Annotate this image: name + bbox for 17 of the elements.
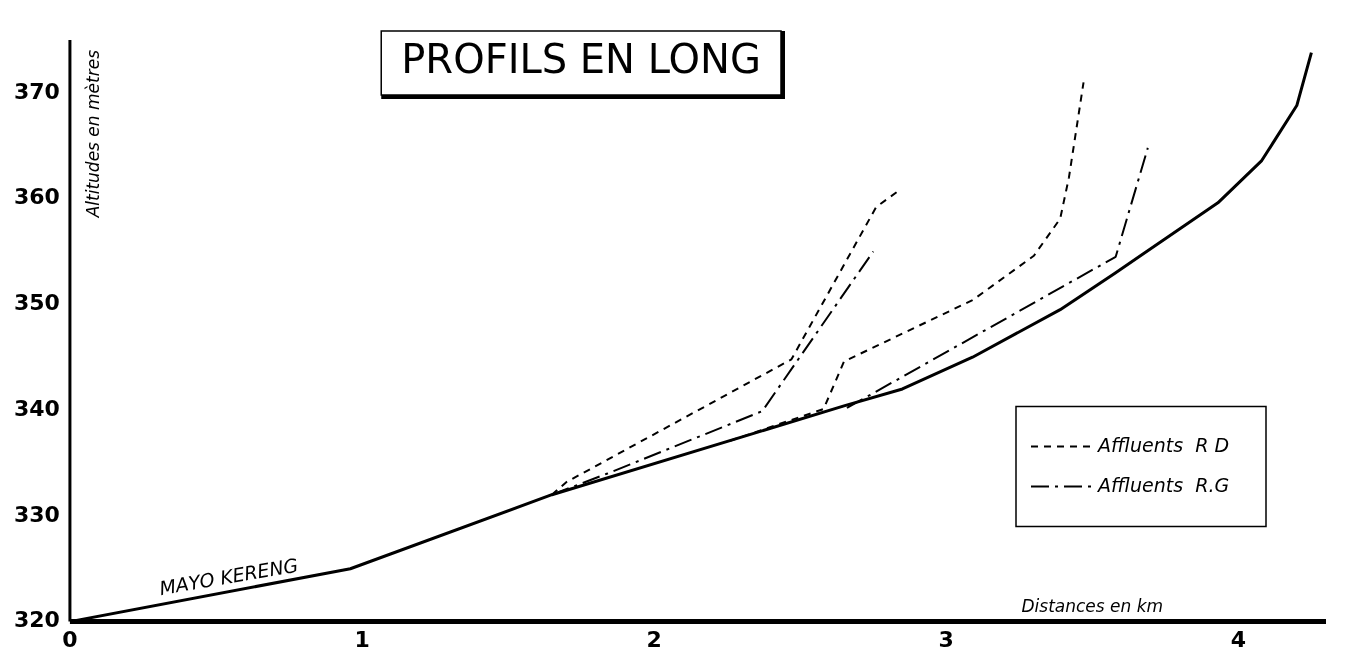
y-tick-label: 330	[13, 501, 60, 527]
chart-title: PROFILS EN LONG	[401, 36, 761, 83]
x-tick-label: 4	[1230, 626, 1247, 652]
y-tick-label: 340	[13, 395, 60, 421]
y-tick-label: 320	[13, 607, 60, 633]
y-tick-label: 360	[13, 184, 60, 210]
x-axis-title: Distances en km	[1021, 595, 1164, 616]
x-tick-label: 3	[938, 626, 954, 652]
y-tick-label: 370	[13, 78, 60, 104]
legend-label: Affluents R D	[1096, 433, 1230, 456]
y-tick-label: 350	[13, 290, 60, 316]
x-tick-label: 1	[354, 626, 370, 652]
x-tick-label: 2	[646, 626, 662, 652]
legend-label: Affluents R.G	[1096, 473, 1230, 496]
x-tick-label: 0	[62, 626, 78, 652]
y-axis-title: Altitudes en mètres	[83, 49, 104, 219]
annotation: MAYO KERENG	[157, 553, 300, 600]
